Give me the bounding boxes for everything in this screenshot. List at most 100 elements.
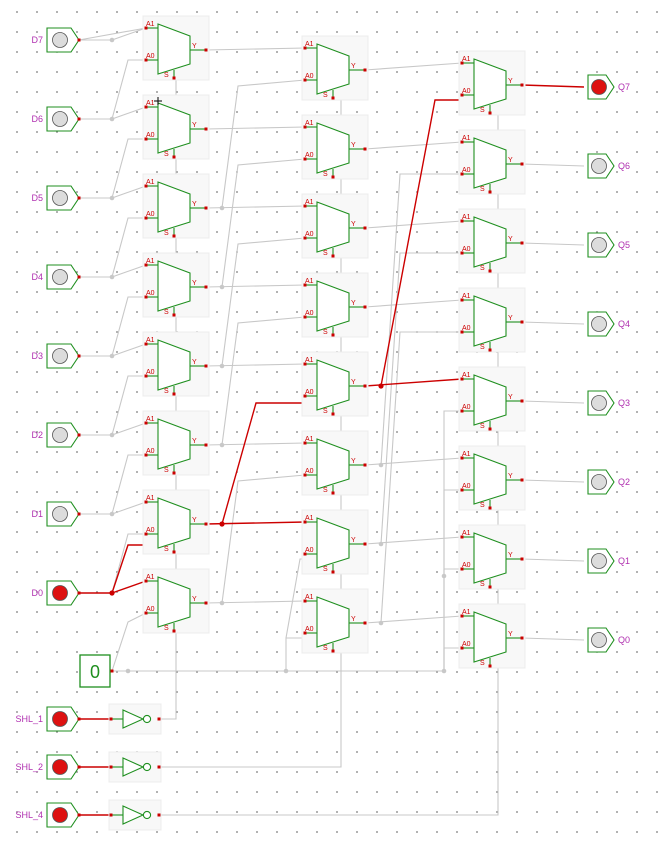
port <box>157 765 161 769</box>
input-pin-d6[interactable] <box>46 106 81 132</box>
port <box>204 206 208 210</box>
port <box>172 155 176 159</box>
mux-a0-label: A0 <box>305 152 314 159</box>
mux-stage1-5 <box>142 410 210 476</box>
mux-y-label: Y <box>192 280 197 287</box>
port <box>520 241 524 245</box>
mux-s-label: S <box>164 72 169 79</box>
port <box>363 305 367 309</box>
pin-port <box>77 591 81 595</box>
port <box>303 283 307 287</box>
input-pin-d4[interactable] <box>46 264 81 290</box>
mux-s-label: S <box>323 250 328 257</box>
input-pin-d2[interactable] <box>46 422 81 448</box>
port <box>331 175 335 179</box>
port <box>488 506 492 510</box>
port <box>331 491 335 495</box>
mux-a1-label: A1 <box>462 214 471 221</box>
mux-a0-label: A0 <box>305 73 314 80</box>
s2-out-wire <box>364 220 463 229</box>
output-pin-q1 <box>587 548 615 574</box>
pin-label: D4 <box>31 272 43 282</box>
a0-wire <box>111 533 146 594</box>
port <box>144 579 148 583</box>
mux-a0-label: A0 <box>146 527 155 534</box>
s1-shift-wire <box>221 474 306 604</box>
port <box>460 614 464 618</box>
pin-led-off <box>591 316 607 332</box>
mux-a0-label: A0 <box>462 641 471 648</box>
port <box>460 251 464 255</box>
input-pin-d7[interactable] <box>46 27 81 53</box>
mux-a0-label: A0 <box>305 310 314 317</box>
port <box>303 78 307 82</box>
pin-led-off <box>52 427 68 443</box>
mux-trapezoid <box>473 295 507 347</box>
control-pin-shl-2[interactable] <box>46 754 81 780</box>
mux-stage1-4 <box>142 331 210 397</box>
mux-stage2-0 <box>301 35 369 101</box>
out-wire <box>521 242 585 246</box>
output-pin-q2 <box>587 469 615 495</box>
control-pin-shl-1[interactable] <box>46 706 81 732</box>
mux-a1-label: A1 <box>462 530 471 537</box>
mux-y-label: Y <box>351 458 356 465</box>
port <box>204 127 208 131</box>
mux-s-label: S <box>323 329 328 336</box>
mux-a0-label: A0 <box>305 547 314 554</box>
input-pin-d5[interactable] <box>46 185 81 211</box>
mux-a1-label: A1 <box>146 416 155 423</box>
mux-stage3-4 <box>458 366 526 432</box>
control-pin-shl-4[interactable] <box>46 802 81 828</box>
pin-label: Q6 <box>618 161 630 171</box>
mux-a0-label: A0 <box>146 211 155 218</box>
port <box>204 364 208 368</box>
out-wire <box>521 400 585 404</box>
a1-wire <box>111 264 147 278</box>
mux-a1-label: A1 <box>305 278 314 285</box>
pin-port <box>77 275 81 279</box>
mux-y-label: Y <box>351 379 356 386</box>
mux-stage2-5 <box>301 430 369 496</box>
port <box>520 557 524 561</box>
mux-trapezoid <box>157 102 191 154</box>
mux-stage2-6 <box>301 509 369 575</box>
a1-wire <box>111 185 147 199</box>
s2-out-wire <box>364 299 463 308</box>
pin-label: Q1 <box>618 556 630 566</box>
input-pin-d0[interactable] <box>46 580 81 606</box>
mux-stage2-1 <box>301 114 369 180</box>
mux-trapezoid <box>157 576 191 628</box>
mux-y-label: Y <box>192 122 197 129</box>
a0-wire <box>111 375 146 436</box>
port <box>303 520 307 524</box>
mux-a0-label: A0 <box>462 88 471 95</box>
port <box>303 394 307 398</box>
mux-trapezoid <box>473 453 507 505</box>
port <box>363 542 367 546</box>
mux-stage1-2 <box>142 173 210 239</box>
mux-trapezoid <box>157 23 191 75</box>
output-pin-q6 <box>587 153 615 179</box>
mux-a0-label: A0 <box>146 448 155 455</box>
a0-wire <box>111 138 146 199</box>
mux-trapezoid <box>316 122 350 174</box>
port <box>331 412 335 416</box>
mux-a1-label: A1 <box>305 120 314 127</box>
mux-s-label: S <box>480 107 485 114</box>
port <box>331 333 335 337</box>
mux-trapezoid <box>316 596 350 648</box>
constant-box <box>79 654 111 688</box>
pin-port <box>77 765 81 769</box>
input-pin-d1[interactable] <box>46 501 81 527</box>
active-wires <box>79 84 585 816</box>
mux-s-label: S <box>164 151 169 158</box>
input-pin-d3[interactable] <box>46 343 81 369</box>
inverter-1 <box>108 751 162 783</box>
const-wire <box>111 612 147 672</box>
mux-a1-label: A1 <box>146 100 155 107</box>
mux-trapezoid <box>473 137 507 189</box>
mux-s-label: S <box>480 660 485 667</box>
mux-trapezoid <box>157 418 191 470</box>
